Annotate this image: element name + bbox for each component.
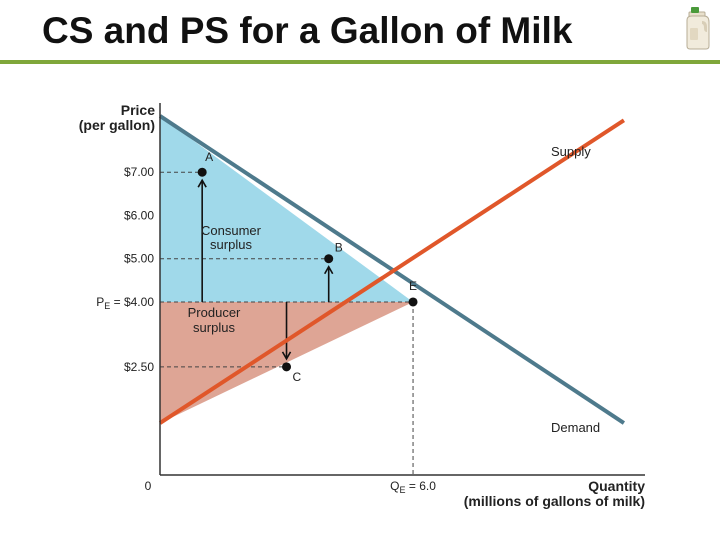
x-axis-subtitle: (millions of gallons of milk)	[464, 493, 645, 509]
y-axis-subtitle: (per gallon)	[79, 117, 155, 133]
x-ticks: QE = 6.0	[390, 479, 436, 495]
origin-label: 0	[145, 479, 152, 493]
arrows	[197, 178, 334, 361]
y-ticks: $7.00 $6.00 $5.00 PE = $4.00 $2.50	[96, 165, 154, 374]
producer-surplus-label-1: Producer	[188, 305, 241, 320]
milk-jug-icon	[686, 7, 710, 50]
y-tick-label: $7.00	[124, 165, 154, 179]
x-tick-label: QE = 6.0	[390, 479, 436, 495]
point-label-b: B	[335, 241, 343, 255]
supply-label: Supply	[551, 144, 591, 159]
point-e	[408, 297, 418, 307]
point-a	[197, 167, 207, 177]
consumer-surplus-label-2: surplus	[210, 237, 252, 252]
point-b	[324, 254, 334, 264]
producer-surplus-label-2: surplus	[193, 320, 235, 335]
point-c	[282, 362, 292, 372]
consumer-surplus-region	[160, 115, 414, 302]
x-axis-title: Quantity	[588, 478, 645, 494]
point-label-c: C	[293, 370, 302, 384]
arrow-c	[281, 301, 292, 361]
demand-label: Demand	[551, 420, 600, 435]
slide-title: CS and PS for a Gallon of Milk	[42, 10, 573, 51]
y-tick-label: PE = $4.00	[96, 295, 154, 311]
y-axis-title: Price	[121, 102, 155, 118]
y-tick-label: $5.00	[124, 252, 154, 266]
title-rule	[0, 60, 720, 64]
consumer-surplus-label-1: Consumer	[201, 223, 262, 238]
arrow-a	[197, 178, 207, 302]
supply-line	[158, 118, 626, 425]
point-label-a: A	[205, 150, 213, 164]
points: A B E C	[197, 150, 418, 384]
point-label-e: E	[409, 279, 417, 293]
arrow-b	[324, 265, 334, 302]
y-tick-label: $6.00	[124, 208, 154, 222]
y-tick-label: $2.50	[124, 360, 154, 374]
